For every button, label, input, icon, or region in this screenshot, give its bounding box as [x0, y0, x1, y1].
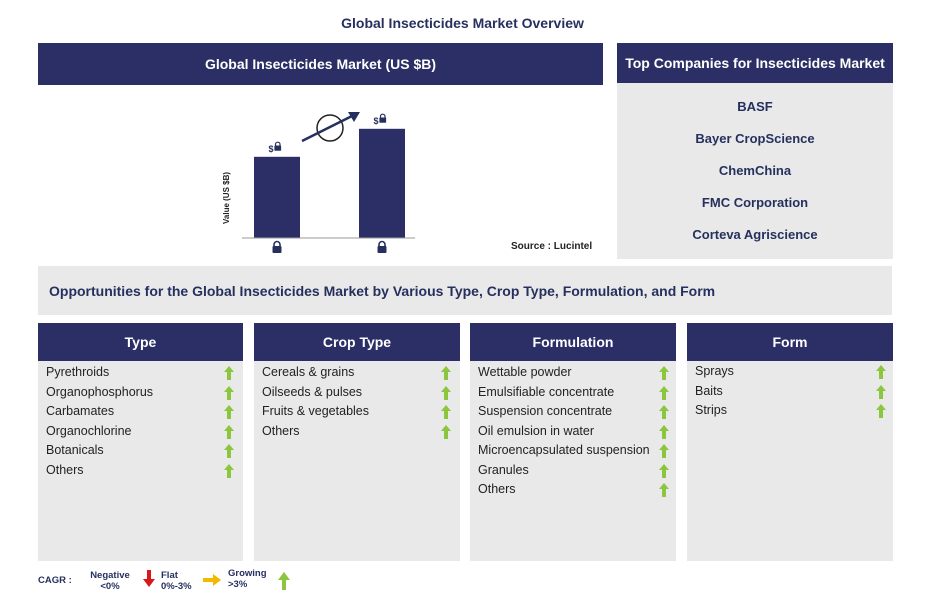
segment-item: Baits: [695, 383, 723, 398]
up-arrow-icon: [876, 404, 886, 418]
segment-item: Suspension concentrate: [478, 404, 613, 418]
up-arrow-icon: [224, 424, 234, 439]
legend-flat-range: 0%-3%: [161, 581, 192, 592]
segment-item: Granules: [478, 462, 529, 477]
segment-item: Emulsifiable concentrate: [478, 384, 615, 399]
lock-icon: [272, 240, 282, 253]
segment-header: Form: [687, 323, 893, 361]
page-title: Global Insecticides Market Overview: [341, 15, 584, 31]
legend-negative-label: Negative: [90, 570, 130, 581]
company-item: FMC Corporation: [701, 195, 809, 210]
bar: [359, 128, 405, 238]
up-arrow-icon: [441, 405, 451, 419]
lock-icon: [379, 113, 387, 123]
source-note: Source : Lucintel: [511, 241, 593, 252]
legend-growing: Growing >3%: [228, 568, 267, 590]
up-arrow-icon: [224, 405, 234, 419]
segment-item: Fruits & vegetables: [262, 404, 369, 418]
up-arrow-icon: [224, 463, 234, 478]
segment-item: Cereals & grains: [262, 365, 355, 379]
company-item: BASF: [737, 99, 773, 114]
segment-item: Others: [262, 423, 300, 438]
segment-header: Crop Type: [254, 323, 460, 361]
legend-growing-range: >3%: [228, 579, 248, 590]
bars-group: $$: [254, 113, 405, 238]
segment-item: Sprays: [695, 364, 734, 378]
segment-item: Oilseeds & pulses: [262, 384, 363, 399]
up-arrow-icon: [659, 424, 669, 439]
up-arrow-icon: [659, 366, 669, 380]
company-item: Corteva Agriscience: [692, 227, 818, 242]
bar-value-label: $: [373, 116, 378, 126]
companies-list: BASF Bayer CropScience ChemChina FMC Cor…: [617, 83, 893, 259]
bar-chart: Value (US $B) $$: [222, 112, 415, 253]
segment-item: Wettable powder: [478, 365, 572, 379]
up-arrow-icon: [876, 384, 886, 399]
lock-icon: [274, 141, 282, 151]
growth-arrow-line: [301, 114, 353, 143]
up-arrow-icon: [659, 463, 669, 478]
segment-item: Strips: [695, 403, 727, 417]
up-arrow-icon: [441, 385, 451, 400]
segment-list: Sprays Baits Strips: [687, 361, 893, 561]
segment-item: Microencapsulated suspension: [478, 443, 650, 457]
segment-item: Organochlorine: [46, 423, 132, 438]
up-arrow-icon: [278, 572, 290, 590]
segment-list: Wettable powder Emulsifiable concentrate S…: [470, 361, 676, 561]
legend-flat-label: Flat: [161, 570, 178, 581]
segment-header: Type: [38, 323, 243, 361]
up-arrow-icon: [441, 366, 451, 380]
legend-flat: Flat 0%-3%: [161, 570, 192, 592]
up-arrow-icon: [441, 424, 451, 439]
legend-negative-range: <0%: [100, 581, 120, 592]
segment-item: Organophosphorus: [46, 384, 154, 399]
lock-icon: [377, 240, 387, 253]
up-arrow-icon: [659, 405, 669, 419]
opportunities-title: Opportunities for the Global Insecticide…: [38, 266, 892, 315]
down-arrow-icon: [143, 570, 155, 587]
segment-item: Botanicals: [46, 443, 104, 457]
bar-value-label: $: [268, 144, 273, 154]
chart-header: Global Insecticides Market (US $B): [38, 43, 603, 85]
segment-item: Carbamates: [46, 404, 115, 418]
up-arrow-icon: [876, 365, 886, 379]
up-arrow-icon: [224, 385, 234, 400]
segment-header: Formulation: [470, 323, 676, 361]
segment-item: Oil emulsion in water: [478, 423, 595, 438]
legend-cagr-label: CAGR :: [38, 575, 72, 586]
segment-list: Cereals & grains Oilseeds & pulses Fruits …: [254, 361, 460, 561]
company-item: Bayer CropScience: [695, 131, 815, 146]
up-arrow-icon: [224, 444, 234, 458]
legend-growing-label: Growing: [228, 568, 267, 579]
growth-arrow-head: [348, 112, 360, 122]
segment-item: Others: [478, 482, 516, 496]
right-arrow-icon: [203, 574, 221, 586]
company-item: ChemChina: [718, 163, 792, 178]
up-arrow-icon: [659, 444, 669, 458]
up-arrow-icon: [224, 366, 234, 380]
segment-item: Pyrethroids: [46, 365, 110, 379]
segment-item: Others: [46, 462, 84, 477]
segment-list: Pyrethroids Organophosphorus Carbamates Org…: [38, 361, 243, 561]
up-arrow-icon: [659, 385, 669, 400]
legend-negative: Negative <0%: [88, 570, 132, 592]
bar: [254, 156, 300, 238]
companies-header: Top Companies for Insecticides Market: [617, 43, 893, 83]
up-arrow-icon: [659, 483, 669, 497]
y-axis-label: Value (US $B): [222, 172, 231, 224]
